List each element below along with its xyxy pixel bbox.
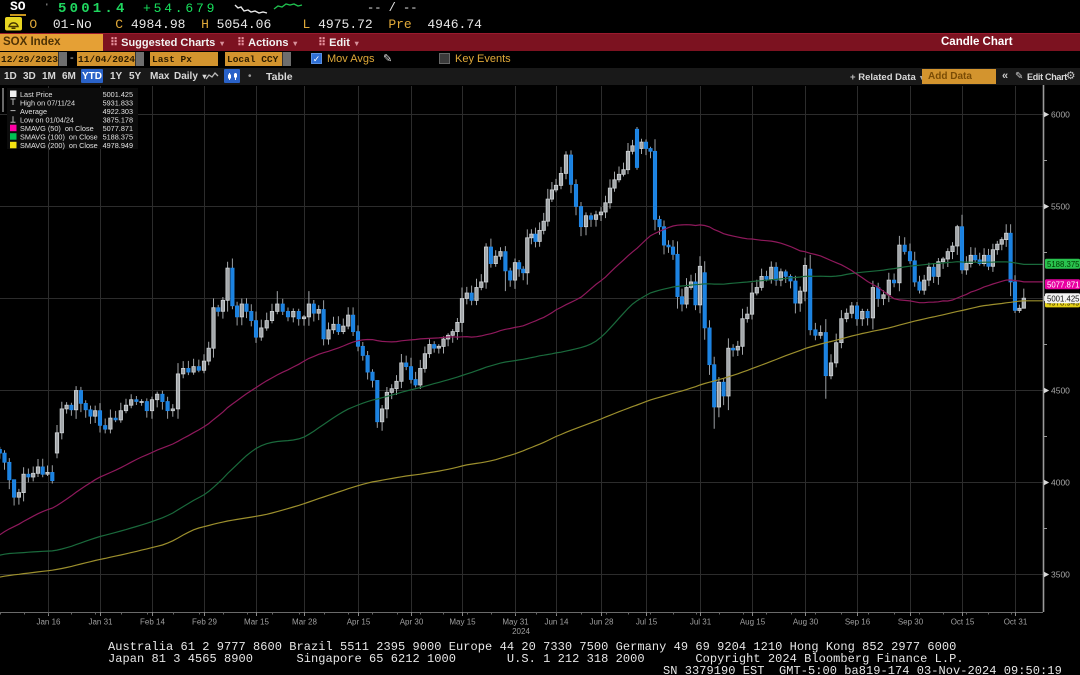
svg-text:May 31: May 31 [502, 618, 529, 627]
svg-text:4922.303: 4922.303 [103, 107, 133, 116]
svg-text:SMAVG (200) on Close: SMAVG (200) on Close [20, 141, 98, 150]
svg-text:Aug 30: Aug 30 [793, 618, 819, 627]
svg-text:5188.375: 5188.375 [103, 133, 133, 142]
svg-text:Jul 15: Jul 15 [636, 618, 658, 627]
svg-text:Last Price: Last Price [20, 90, 52, 99]
svg-text:Low on 01/04/24: Low on 01/04/24 [20, 116, 74, 125]
svg-text:5931.833: 5931.833 [103, 98, 133, 107]
svg-text:Jan 16: Jan 16 [36, 618, 61, 627]
svg-text:5077.871: 5077.871 [103, 124, 133, 133]
svg-text:Mar 28: Mar 28 [292, 618, 317, 627]
svg-text:SMAVG (100) on Close: SMAVG (100) on Close [20, 133, 98, 142]
svg-text:Average: Average [20, 107, 47, 116]
svg-text:Apr 30: Apr 30 [400, 618, 424, 627]
svg-text:3500: 3500 [1051, 570, 1070, 580]
svg-text:High on 07/11/24: High on 07/11/24 [20, 98, 75, 107]
svg-text:Mar 15: Mar 15 [244, 618, 269, 627]
svg-text:Jun 14: Jun 14 [544, 618, 569, 627]
svg-text:4500: 4500 [1051, 386, 1070, 396]
svg-text:3875.178: 3875.178 [103, 116, 133, 125]
svg-text:May 15: May 15 [449, 618, 476, 627]
svg-text:Sep 16: Sep 16 [845, 618, 871, 627]
svg-text:5188.375: 5188.375 [1047, 260, 1080, 269]
svg-text:Feb 29: Feb 29 [192, 618, 217, 627]
svg-text:Apr 15: Apr 15 [347, 618, 371, 627]
svg-text:2024: 2024 [512, 627, 530, 636]
svg-text:5001.425: 5001.425 [103, 90, 133, 99]
svg-text:Jul 31: Jul 31 [690, 618, 712, 627]
svg-text:Sep 30: Sep 30 [898, 618, 924, 627]
svg-text:Jun 28: Jun 28 [589, 618, 614, 627]
svg-text:5001.425: 5001.425 [1047, 294, 1080, 303]
svg-text:6000: 6000 [1051, 110, 1070, 120]
svg-text:4000: 4000 [1051, 478, 1070, 488]
svg-text:Feb 14: Feb 14 [140, 618, 165, 627]
svg-text:4978.949: 4978.949 [103, 141, 133, 150]
svg-text:Oct 15: Oct 15 [951, 618, 975, 627]
svg-text:SMAVG (50) on Close: SMAVG (50) on Close [20, 124, 94, 133]
svg-text:Aug 15: Aug 15 [740, 618, 766, 627]
svg-text:Oct 31: Oct 31 [1004, 618, 1028, 627]
svg-text:Jan 31: Jan 31 [88, 618, 113, 627]
svg-text:5500: 5500 [1051, 202, 1070, 212]
svg-text:5077.871: 5077.871 [1047, 280, 1080, 289]
